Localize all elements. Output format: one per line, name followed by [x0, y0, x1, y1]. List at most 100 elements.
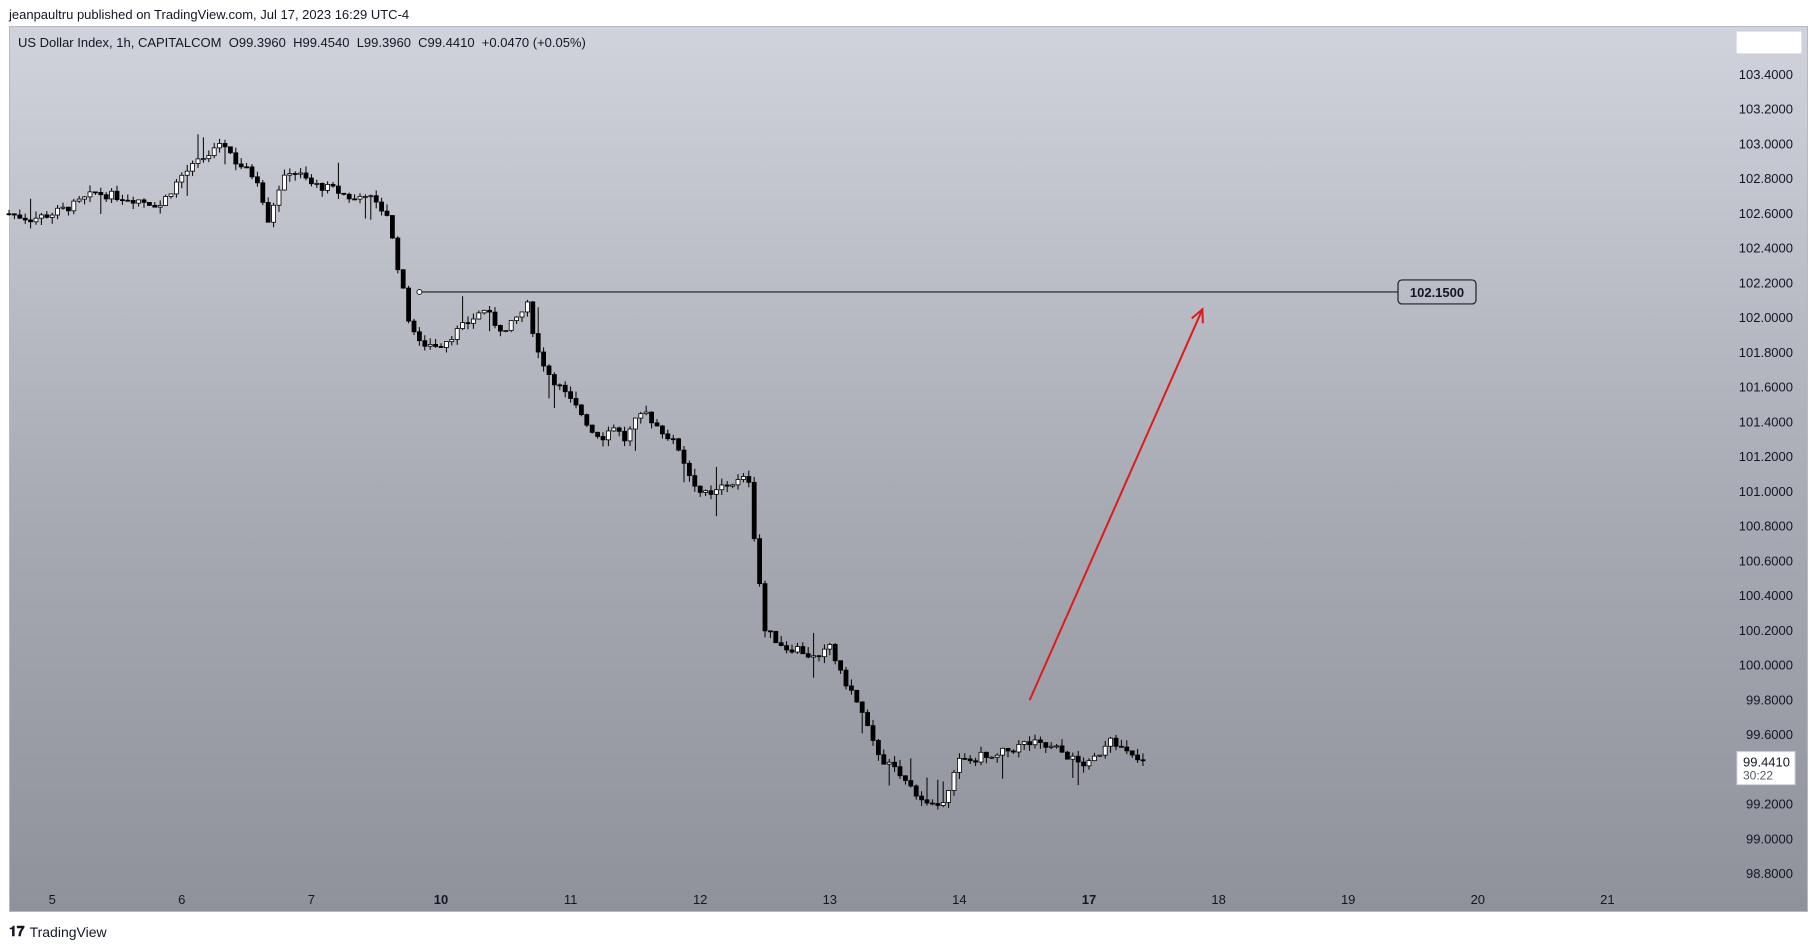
line-anchor-point[interactable]	[416, 288, 423, 295]
y-tick-label: 103.0000	[1739, 136, 1793, 151]
candle-body	[314, 183, 320, 185]
candle-body	[957, 757, 962, 773]
x-tick-label: 11	[564, 892, 578, 907]
candle-body	[39, 214, 44, 219]
candle-body	[908, 780, 914, 787]
candle-body	[87, 191, 93, 198]
symbol-title: US Dollar Index, 1h, CAPITALCOM	[18, 35, 222, 50]
candle-body	[994, 754, 1000, 758]
legend-close: C99.4410	[418, 35, 475, 50]
candle-body	[76, 198, 82, 202]
candle-body	[800, 646, 806, 655]
bar-countdown-label: 30:22	[1743, 769, 1773, 783]
candle-body	[519, 311, 525, 318]
candle-body	[1021, 741, 1027, 745]
candle-body	[989, 756, 995, 759]
candle-body	[719, 484, 725, 491]
candle-body	[49, 214, 55, 218]
candle-body	[546, 365, 552, 375]
candle-body	[795, 646, 800, 653]
candle-body	[541, 351, 546, 367]
y-tick-label: 102.0000	[1739, 310, 1793, 325]
candle-body	[146, 202, 152, 206]
tradingview-logo-icon: 𝟏𝟕	[9, 923, 25, 939]
candle-body	[708, 490, 714, 495]
candle-body	[611, 427, 617, 432]
candle-body	[206, 155, 212, 160]
symbol-legend: US Dollar Index, 1h, CAPITALCOM O99.3960…	[18, 35, 586, 50]
x-tick-label: 20	[1471, 892, 1485, 907]
y-tick-label: 101.8000	[1739, 345, 1793, 360]
y-tick-label: 101.4000	[1739, 414, 1793, 429]
candle-body	[870, 725, 876, 741]
candle-body	[454, 328, 460, 340]
candle-body	[411, 320, 417, 333]
candle-body	[843, 669, 849, 687]
candle-body	[416, 331, 422, 342]
candle-body	[1000, 747, 1005, 756]
candle-body	[973, 760, 978, 763]
y-tick-label: 102.4000	[1739, 241, 1793, 256]
candle-body	[292, 173, 298, 175]
candle-body	[190, 163, 196, 172]
candle-body	[773, 630, 779, 644]
candle-body	[606, 430, 611, 441]
footer-brand[interactable]: 𝟏𝟕 TradingView	[9, 923, 107, 940]
candle-body	[746, 476, 752, 483]
candle-body	[98, 192, 104, 196]
price-scale-settings-box[interactable]	[1736, 31, 1802, 54]
candle-body	[687, 462, 692, 477]
candle-body	[573, 398, 579, 406]
candle-body	[254, 176, 260, 184]
candle-body	[71, 200, 77, 212]
x-tick-label: 12	[693, 892, 707, 907]
footer-brand-label: TradingView	[29, 923, 107, 940]
x-tick-label: 19	[1341, 892, 1355, 907]
candle-body	[811, 655, 816, 658]
x-tick-label: 14	[952, 892, 966, 907]
level-label-text: 102.1500	[1410, 285, 1464, 300]
candle-body	[357, 196, 363, 200]
candle-body	[643, 411, 649, 415]
x-tick-label: 10	[434, 892, 448, 907]
candle-body	[600, 436, 606, 441]
candle-body	[876, 740, 881, 756]
chart-pane[interactable]	[9, 26, 1808, 912]
candle-body	[93, 191, 98, 194]
candle-body	[352, 198, 358, 201]
candle-body	[757, 538, 762, 585]
candle-body	[497, 325, 503, 332]
candle-body	[595, 431, 600, 437]
candle-body	[465, 322, 471, 325]
candle-body	[125, 199, 131, 202]
candle-body	[703, 490, 708, 493]
candle-body	[735, 479, 741, 486]
candle-body	[589, 424, 595, 433]
candle-body	[1054, 745, 1059, 748]
candle-body	[141, 199, 147, 203]
candle-body	[281, 174, 287, 191]
candle-body	[395, 237, 401, 271]
trend-arrow[interactable]	[1028, 308, 1204, 701]
candle-body	[362, 196, 368, 198]
y-tick-label: 99.2000	[1746, 797, 1793, 812]
candle-body	[227, 146, 233, 154]
candle-body	[1129, 750, 1135, 756]
candle-body	[616, 427, 622, 432]
level-label-box[interactable]	[1397, 279, 1477, 305]
candle-body	[341, 192, 347, 195]
x-tick-label: 18	[1211, 892, 1225, 907]
y-tick-label: 100.6000	[1739, 553, 1793, 568]
candle-body	[168, 193, 174, 197]
candle-body	[627, 428, 633, 442]
candle-body	[449, 339, 455, 342]
y-tick-label: 100.8000	[1739, 519, 1793, 534]
candle-body	[28, 219, 34, 223]
y-tick-label: 101.6000	[1739, 380, 1793, 395]
candle-body	[1016, 744, 1022, 753]
candle-body	[330, 184, 336, 187]
candle-body	[1065, 751, 1070, 760]
candle-body	[730, 484, 735, 487]
candle-body	[1048, 745, 1054, 748]
